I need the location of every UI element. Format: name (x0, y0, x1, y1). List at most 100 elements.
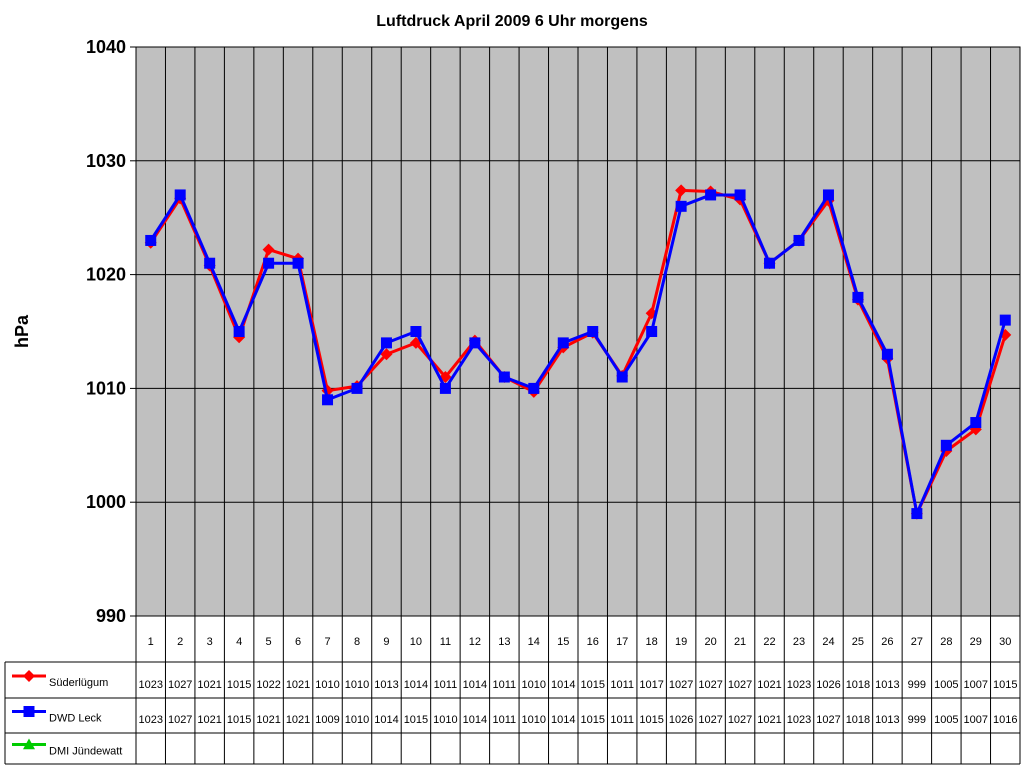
x-tick-label: 21 (734, 636, 746, 648)
table-cell: 1023 (787, 714, 811, 726)
table-cell: 1011 (610, 714, 634, 726)
data-point-1 (174, 189, 186, 201)
x-tick-label: 2 (177, 636, 183, 648)
x-tick-label: 18 (646, 636, 658, 648)
x-tick-label: 24 (822, 636, 834, 648)
table-cell: 1010 (433, 714, 457, 726)
table-cell: 1015 (639, 714, 663, 726)
x-tick-label: 13 (498, 636, 510, 648)
x-tick-label: 29 (970, 636, 982, 648)
y-tick-label: 1040 (86, 37, 126, 57)
data-point-1 (881, 348, 893, 360)
table-cell: 1021 (757, 679, 781, 691)
x-tick-label: 3 (207, 636, 213, 648)
table-cell: 1010 (345, 714, 369, 726)
table-cell: 1015 (580, 714, 604, 726)
table-cell: 1014 (463, 714, 487, 726)
data-point-1 (793, 234, 805, 246)
table-cell: 1018 (846, 714, 870, 726)
data-point-1 (675, 200, 687, 212)
x-tick-label: 7 (324, 636, 330, 648)
data-point-1 (145, 234, 157, 246)
data-point-0 (675, 184, 688, 197)
data-point-1 (734, 189, 746, 201)
y-tick-label: 990 (96, 606, 126, 626)
table-cell: 1027 (698, 714, 722, 726)
x-tick-label: 11 (440, 636, 451, 648)
y-tick-label: 1020 (86, 265, 126, 285)
x-tick-label: 23 (793, 636, 805, 648)
table-cell: 1011 (434, 679, 458, 691)
data-point-1 (263, 257, 275, 269)
table-cell: 1027 (669, 679, 693, 691)
data-point-1 (528, 382, 540, 394)
table-cell: 1015 (993, 679, 1017, 691)
table-cell: 1016 (993, 714, 1017, 726)
table-cell: 1014 (374, 714, 398, 726)
table-cell: 1021 (286, 679, 310, 691)
table-cell: 1021 (256, 714, 280, 726)
table-cell: 1015 (227, 679, 251, 691)
y-tick-label: 1000 (86, 492, 126, 512)
table-cell: 1005 (934, 679, 958, 691)
data-point-0 (380, 348, 393, 361)
legend-label: Süderlügum (49, 677, 108, 689)
table-cell: 1023 (138, 679, 162, 691)
table-cell: 999 (908, 679, 926, 691)
table-cell: 1015 (580, 679, 604, 691)
legend-label: DWD Leck (49, 713, 102, 725)
data-point-1 (557, 337, 569, 349)
data-point-1 (822, 189, 834, 201)
table-cell: 1007 (964, 679, 988, 691)
table-cell: 1026 (669, 714, 693, 726)
x-tick-label: 12 (469, 636, 481, 648)
x-tick-label: 26 (881, 636, 893, 648)
table-cell: 1011 (610, 679, 634, 691)
table-cell: 1005 (934, 714, 958, 726)
data-point-1 (999, 314, 1011, 326)
table-cell: 1023 (787, 679, 811, 691)
x-tick-label: 25 (852, 636, 864, 648)
table-cell: 1011 (493, 714, 517, 726)
data-point-1 (322, 394, 334, 406)
table-cell: 1014 (551, 714, 575, 726)
table-cell: 1027 (168, 714, 192, 726)
table-cell: 1014 (404, 679, 428, 691)
data-point-1 (469, 337, 481, 349)
x-tick-label: 20 (704, 636, 716, 648)
table-cell: 1022 (256, 679, 280, 691)
table-cell: 1013 (875, 679, 899, 691)
table-cell: 1010 (522, 679, 546, 691)
table-cell: 1013 (875, 714, 899, 726)
table-cell: 1027 (168, 679, 192, 691)
table-cell: 1027 (816, 714, 840, 726)
table-cell: 1013 (374, 679, 398, 691)
table-cell: 1010 (345, 679, 369, 691)
table-cell: 1027 (698, 679, 722, 691)
x-tick-label: 1 (148, 636, 154, 648)
x-tick-label: 22 (763, 636, 775, 648)
x-tick-label: 15 (557, 636, 569, 648)
x-tick-label: 10 (410, 636, 422, 648)
x-tick-label: 5 (266, 636, 272, 648)
x-tick-label: 16 (587, 636, 599, 648)
data-point-1 (705, 189, 717, 201)
x-tick-label: 30 (999, 636, 1011, 648)
y-tick-label: 1030 (86, 151, 126, 171)
data-point-1 (351, 382, 363, 394)
table-cell: 1011 (493, 679, 517, 691)
data-point-1 (940, 439, 952, 451)
data-point-1 (292, 257, 304, 269)
table-cell: 1017 (639, 679, 663, 691)
table-cell: 1021 (197, 679, 221, 691)
x-tick-label: 6 (295, 636, 301, 648)
table-cell: 1010 (315, 679, 339, 691)
x-tick-label: 27 (911, 636, 923, 648)
table-cell: 1026 (816, 679, 840, 691)
x-tick-label: 8 (354, 636, 360, 648)
table-cell: 999 (908, 714, 926, 726)
data-point-1 (616, 371, 628, 383)
x-tick-label: 14 (528, 636, 540, 648)
data-point-1 (852, 291, 864, 303)
